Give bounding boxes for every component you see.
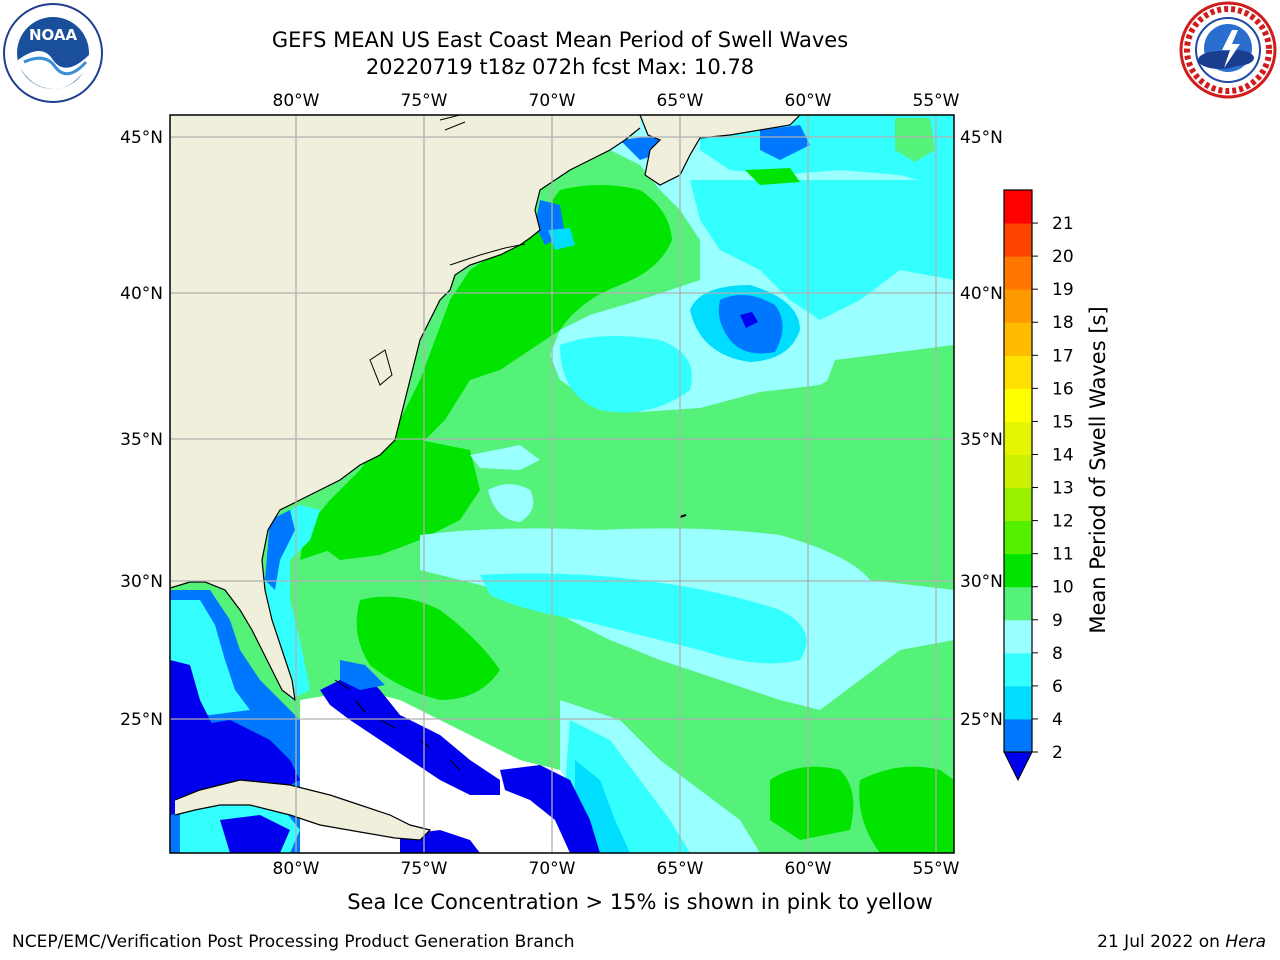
lat-label-right: 45°N (960, 128, 1003, 148)
colorbar-segment (1004, 487, 1032, 522)
map-frame (169, 114, 955, 854)
colorbar-tick-label: 21 (1052, 214, 1074, 234)
colorbar-tick-label: 14 (1052, 445, 1074, 465)
noaa-logo-icon: NOAA (3, 3, 103, 103)
colorbar-tick-label: 6 (1052, 677, 1063, 697)
lon-label-bottom: 55°W (913, 859, 960, 879)
sea-ice-note: Sea Ice Concentration > 15% is shown in … (347, 890, 933, 914)
colorbar-tick-label: 9 (1052, 611, 1063, 631)
lat-label-left: 30°N (120, 572, 163, 592)
lat-label-right: 40°N (960, 284, 1003, 304)
lon-label-top: 55°W (913, 91, 960, 111)
map-title: GEFS MEAN US East Coast Mean Period of S… (271, 28, 849, 52)
lon-label-top: 70°W (529, 91, 576, 111)
colorbar-tick-label: 8 (1052, 644, 1063, 664)
colorbar-tick-label: 19 (1052, 280, 1074, 300)
lat-label-left: 45°N (120, 128, 163, 148)
land-north-america (170, 115, 640, 700)
map-field (170, 115, 954, 853)
lon-label-top: 65°W (657, 91, 704, 111)
lat-label-right: 25°N (960, 710, 1003, 730)
colorbar-segment (1004, 289, 1032, 323)
colorbar: 2 4 6 8 9 10 11 12 13 14 15 16 17 18 19 20 21 (1003, 189, 1074, 782)
footer-machine: Hera (1225, 932, 1266, 952)
colorbar-tick-label: 15 (1052, 412, 1074, 432)
colorbar-segment (1004, 685, 1032, 720)
colorbar-segment (1004, 355, 1032, 389)
colorbar-tick-label: 20 (1052, 247, 1074, 267)
colorbar-segment (1004, 256, 1032, 290)
lon-label-bottom: 60°W (785, 859, 832, 879)
map-subtitle: 20220719 t18z 072h fcst Max: 10.78 (365, 55, 755, 79)
colorbar-segment (1004, 619, 1032, 654)
colorbar-segment (1004, 388, 1032, 422)
colorbar-tick-label: 16 (1052, 379, 1074, 399)
national-weather-service-logo-icon (1179, 1, 1277, 99)
lon-label-top: 60°W (785, 91, 832, 111)
lat-label-left: 35°N (120, 430, 163, 450)
colorbar-segment (1004, 553, 1032, 588)
colorbar-tick-label: 13 (1052, 479, 1074, 499)
land-cuba (175, 780, 430, 840)
colorbar-segment (1004, 454, 1032, 489)
lon-label-bottom: 70°W (529, 859, 576, 879)
colorbar-segment (1004, 190, 1032, 224)
lon-label-bottom: 80°W (273, 859, 320, 879)
lat-label-left: 40°N (120, 284, 163, 304)
colorbar-tick-label: 4 (1052, 710, 1063, 730)
colorbar-segment (1004, 223, 1032, 257)
colorbar-segment (1004, 586, 1032, 621)
colorbar-tick-label: 2 (1052, 743, 1063, 763)
colorbar-segment (1004, 652, 1032, 687)
colorbar-tick-label: 10 (1052, 578, 1074, 598)
colorbar-tick-label: 18 (1052, 313, 1074, 333)
colorbar-segment (1004, 718, 1032, 753)
lon-label-top: 80°W (273, 91, 320, 111)
graticule (170, 115, 954, 853)
noaa-logo-text: NOAA (29, 26, 78, 44)
green-coastal-band (300, 185, 672, 560)
colorbar-tick-label: 17 (1052, 346, 1074, 366)
footer-date: 21 Jul 2022 on Hera (1097, 932, 1266, 952)
cyan-region-northeast (690, 180, 954, 320)
colorbar-frame (1003, 189, 1033, 753)
lon-label-bottom: 75°W (401, 859, 448, 879)
colorbar-segment (1004, 520, 1032, 555)
lat-label-right: 30°N (960, 572, 1003, 592)
lat-label-right: 35°N (960, 430, 1003, 450)
colorbar-segment (1004, 421, 1032, 455)
footer-date-text: 21 Jul 2022 on (1097, 932, 1220, 952)
colorbar-extend-arrow (1003, 751, 1033, 782)
lon-label-bottom: 65°W (657, 859, 704, 879)
footer-credit: NCEP/EMC/Verification Post Processing Pr… (12, 932, 575, 952)
lon-label-top: 75°W (401, 91, 448, 111)
colorbar-segment (1004, 322, 1032, 356)
colorbar-tick-label: 11 (1052, 545, 1074, 565)
colorbar-label: Mean Period of Swell Waves [s] (1086, 306, 1110, 634)
cyan-region-central (560, 336, 692, 413)
lat-label-left: 25°N (120, 710, 163, 730)
colorbar-tick-label: 12 (1052, 512, 1074, 532)
coastline (170, 127, 641, 702)
